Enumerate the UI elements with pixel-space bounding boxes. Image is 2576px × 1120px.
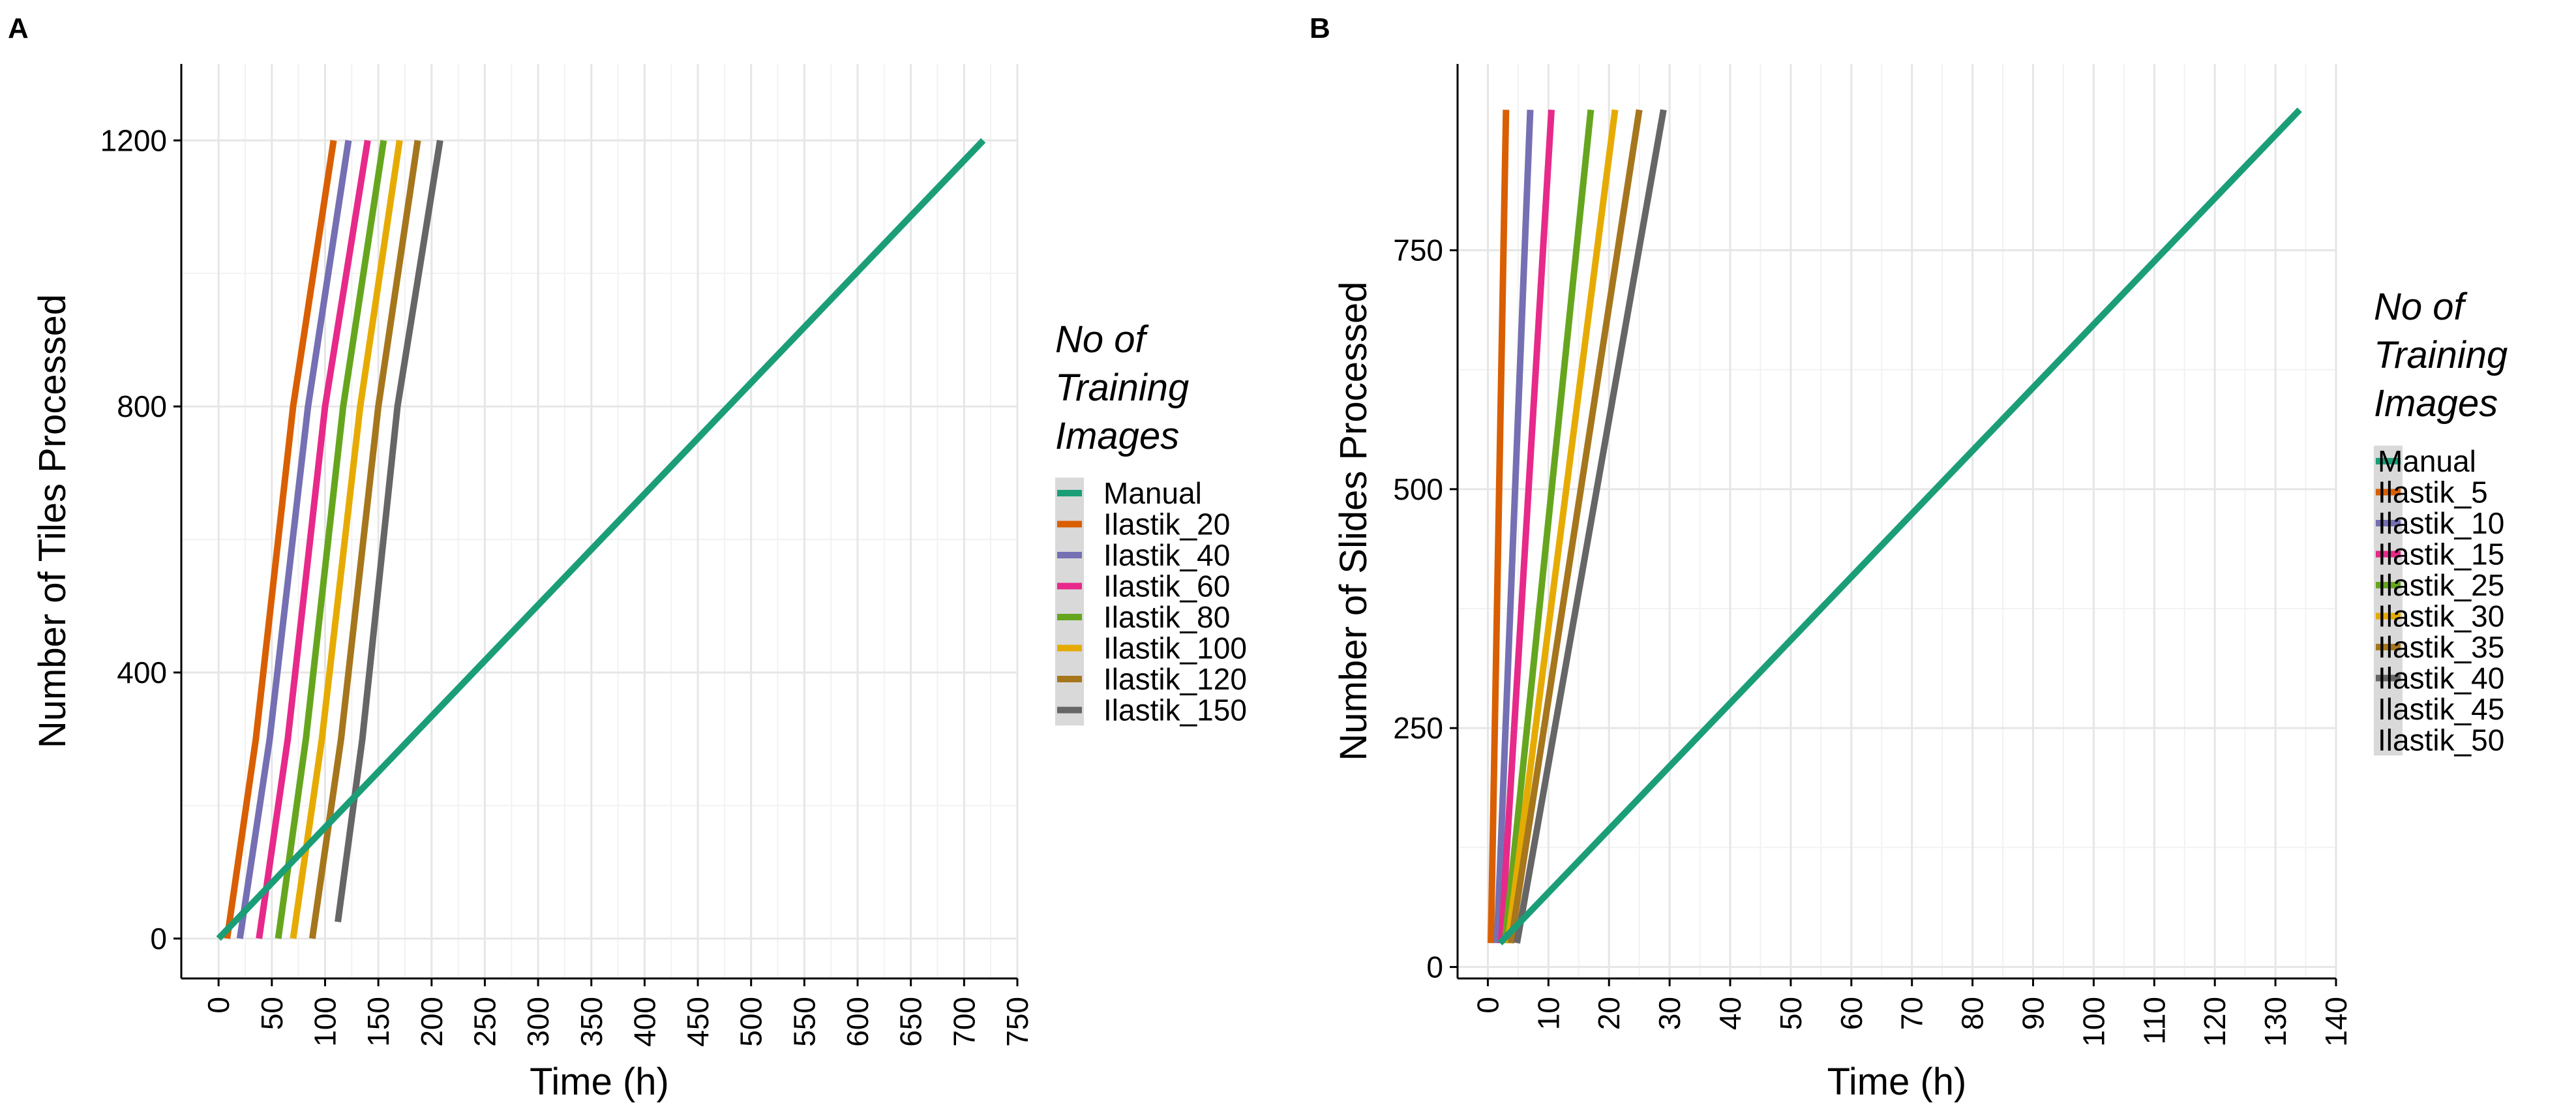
x-axis-title: Time (h) xyxy=(530,1061,669,1103)
series-line-ilastik-40 xyxy=(236,140,352,939)
series-line-ilastik-10 xyxy=(1493,110,1534,943)
y-tick-label: 400 xyxy=(117,656,167,689)
x-tick-label: 30 xyxy=(1653,997,1686,1030)
legend-label: Manual xyxy=(2378,444,2476,478)
x-tick-label: 50 xyxy=(255,997,289,1030)
legend-label: Ilastik_15 xyxy=(2378,537,2504,571)
grid-lines xyxy=(181,64,1019,978)
legend-label: Ilastik_40 xyxy=(1103,538,1230,572)
legend-label: Ilastik_60 xyxy=(1103,569,1230,603)
y-axis-title: Number of Slides Processed xyxy=(1332,282,1375,761)
y-axis-title: Number of Tiles Processed xyxy=(31,294,74,748)
legend-title-line: Training xyxy=(1055,367,1189,409)
legend-label: Ilastik_40 xyxy=(2378,661,2504,695)
x-tick-label: 70 xyxy=(1895,997,1929,1030)
legend-label: Ilastik_100 xyxy=(1103,631,1247,665)
x-tick-label: 300 xyxy=(521,997,555,1047)
legend-title-line: Training xyxy=(2374,334,2508,376)
legend-key-background xyxy=(1055,477,1084,726)
series-line-ilastik-20 xyxy=(224,140,337,939)
legend-label: Ilastik_25 xyxy=(2378,568,2504,602)
legend-label: Ilastik_10 xyxy=(2378,506,2504,540)
x-tick-label: 550 xyxy=(787,997,821,1047)
legend-label: Ilastik_120 xyxy=(1103,662,1247,696)
y-tick-label: 500 xyxy=(1393,472,1443,506)
panel-label: A xyxy=(8,12,29,44)
legend-title-line: No of xyxy=(2374,286,2468,328)
x-tick-label: 500 xyxy=(734,997,768,1047)
legend-label: Ilastik_150 xyxy=(1103,693,1247,727)
series-line-ilastik-30 xyxy=(1505,109,1619,944)
legend-label: Ilastik_45 xyxy=(2378,692,2504,726)
legend-label: Ilastik_20 xyxy=(1103,507,1230,541)
x-tick-label: 200 xyxy=(415,997,449,1047)
legend-label: Ilastik_50 xyxy=(2378,723,2504,757)
series-line-ilastik-80 xyxy=(275,140,387,939)
x-tick-label: 0 xyxy=(202,997,235,1014)
x-tick-label: 700 xyxy=(947,997,981,1047)
x-tick-label: 120 xyxy=(2198,997,2232,1047)
legend-label: Ilastik_30 xyxy=(2378,599,2504,633)
legend-label: Manual xyxy=(1103,476,1202,510)
series-line-ilastik-60 xyxy=(256,140,371,939)
x-tick-label: 0 xyxy=(1471,997,1505,1014)
series-line-manual xyxy=(216,138,986,941)
series-line-ilastik-40 xyxy=(1514,109,1667,944)
series-line-ilastik-120 xyxy=(308,140,421,939)
x-tick-label: 100 xyxy=(2076,997,2110,1047)
y-tick-label: 0 xyxy=(150,922,167,956)
series-line-ilastik-35 xyxy=(1507,109,1643,944)
x-tick-label: 750 xyxy=(1000,997,1034,1047)
x-tick-label: 350 xyxy=(575,997,608,1047)
series-line-ilastik-5 xyxy=(1488,110,1510,943)
x-tick-label: 150 xyxy=(361,997,395,1047)
legend-title-line: No of xyxy=(1055,318,1150,361)
series-line-manual xyxy=(1497,107,2302,946)
series-line-ilastik-150 xyxy=(335,140,443,922)
y-tick-label: 800 xyxy=(117,389,167,423)
y-tick-label: 1200 xyxy=(100,123,167,157)
legend-label: Ilastik_35 xyxy=(2378,630,2504,664)
legend-key-background xyxy=(2374,446,2403,756)
x-tick-label: 80 xyxy=(1956,997,1990,1030)
y-tick-label: 750 xyxy=(1393,234,1443,267)
panel-label: B xyxy=(1310,12,1330,44)
y-tick-label: 0 xyxy=(1426,950,1443,984)
x-tick-label: 140 xyxy=(2319,997,2353,1047)
x-axis-title: Time (h) xyxy=(1827,1061,1967,1103)
legend-label: Ilastik_80 xyxy=(1103,600,1230,634)
x-tick-label: 10 xyxy=(1531,997,1565,1030)
series-line-ilastik-100 xyxy=(290,140,403,939)
legend-title-line: Images xyxy=(1055,415,1179,457)
x-tick-label: 40 xyxy=(1713,997,1747,1030)
x-tick-label: 60 xyxy=(1835,997,1868,1030)
legend-label: Ilastik_5 xyxy=(2378,476,2488,509)
x-tick-label: 110 xyxy=(2137,997,2171,1044)
y-tick-label: 250 xyxy=(1393,711,1443,745)
x-tick-label: 90 xyxy=(2016,997,2050,1030)
x-tick-label: 250 xyxy=(468,997,502,1047)
x-tick-label: 650 xyxy=(894,997,928,1047)
x-tick-label: 400 xyxy=(627,997,661,1047)
x-tick-label: 600 xyxy=(841,997,875,1047)
series-line-ilastik-25 xyxy=(1501,109,1595,944)
x-tick-label: 20 xyxy=(1592,997,1626,1030)
x-tick-label: 130 xyxy=(2258,997,2292,1047)
x-tick-label: 100 xyxy=(308,997,342,1047)
x-tick-label: 50 xyxy=(1774,997,1808,1030)
x-tick-label: 450 xyxy=(681,997,715,1047)
series-line-ilastik-15 xyxy=(1497,110,1555,944)
legend-title-line: Images xyxy=(2374,382,2498,425)
